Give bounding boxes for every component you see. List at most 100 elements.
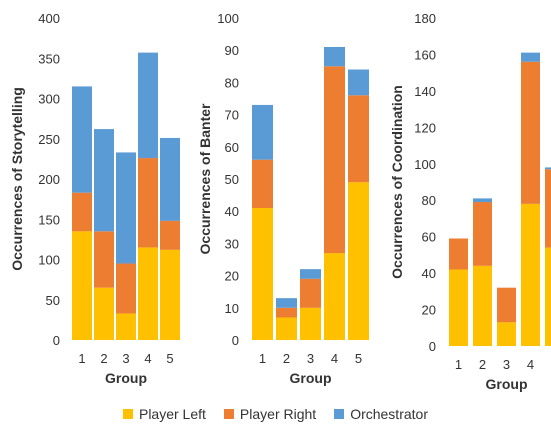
bar-player-left-group-2 — [276, 317, 297, 340]
x-tick-label: 1 — [455, 357, 462, 372]
bar-player-right-group-4 — [138, 158, 158, 248]
y-tick-label: 20 — [422, 303, 436, 318]
y-tick-label: 30 — [225, 236, 239, 251]
x-tick-label: 3 — [503, 357, 510, 372]
y-tick-label: 200 — [38, 172, 60, 187]
x-tick-label: 2 — [100, 351, 107, 366]
x-tick-label: 5 — [355, 351, 362, 366]
bar-player-left-group-4 — [138, 247, 158, 340]
y-tick-label: 400 — [38, 11, 60, 26]
y-tick-label: 60 — [225, 140, 239, 155]
bar-player-left-group-4 — [324, 253, 345, 340]
y-tick-label: 140 — [414, 84, 436, 99]
y-tick-label: 20 — [225, 269, 239, 284]
y-axis-title: Occurrences of Banter — [197, 103, 213, 254]
legend-swatch-player-right — [223, 409, 234, 419]
bar-player-right-group-1 — [252, 159, 273, 208]
y-tick-label: 50 — [46, 293, 60, 308]
bar-player-left-group-2 — [94, 287, 114, 340]
bar-player-right-group-4 — [521, 61, 540, 204]
bar-player-right-group-5 — [160, 220, 180, 250]
bar-player-left-group-5 — [348, 182, 369, 340]
bar-orchestrator-group-5 — [160, 137, 180, 221]
bar-player-right-group-5 — [348, 95, 369, 183]
x-tick-label: 4 — [144, 351, 151, 366]
bar-player-right-group-3 — [300, 278, 321, 308]
bar-player-left-group-3 — [116, 313, 136, 340]
legend-label: Player Left — [138, 406, 206, 422]
bar-player-left-group-1 — [252, 207, 273, 340]
y-tick-label: 100 — [414, 157, 436, 172]
bar-player-right-group-2 — [276, 307, 297, 318]
x-tick-label: 1 — [259, 351, 266, 366]
bar-player-right-group-2 — [473, 202, 492, 266]
y-tick-label: 80 — [422, 193, 436, 208]
legend-label: Orchestrator — [350, 406, 428, 422]
bar-player-right-group-1 — [449, 238, 468, 270]
bar-player-right-group-3 — [116, 263, 136, 314]
bar-player-left-group-3 — [300, 307, 321, 340]
bar-player-left-group-5 — [545, 247, 551, 346]
y-tick-label: 350 — [38, 51, 60, 66]
y-tick-label: 0 — [429, 339, 436, 354]
bar-orchestrator-group-4 — [521, 52, 540, 62]
bar-player-right-group-4 — [324, 66, 345, 254]
y-tick-label: 100 — [38, 253, 60, 268]
bar-orchestrator-group-2 — [473, 198, 492, 203]
bar-player-right-group-1 — [72, 192, 92, 232]
x-tick-label: 2 — [283, 351, 290, 366]
y-tick-label: 150 — [38, 212, 60, 227]
bar-player-right-group-3 — [497, 287, 516, 323]
storytelling-chart: 0 50 100 150 200 250 300 350 400 1 2 3 4 5 Group Occurr… — [9, 11, 180, 386]
bar-player-left-group-1 — [72, 231, 92, 340]
y-tick-label: 90 — [225, 43, 239, 58]
legend-label: Player Right — [239, 406, 317, 422]
bar-player-left-group-4 — [521, 203, 540, 346]
y-axis-title: Occurrences of Coordination — [389, 85, 405, 279]
bar-player-right-group-2 — [94, 231, 114, 288]
banter-chart: 0 10 20 30 40 50 60 70 80 90 100 1 2 3 4 5 Group Occurren… — [197, 11, 369, 386]
x-axis-title: Group — [290, 370, 332, 386]
y-axis-title: Occurrences of Storytelling — [9, 87, 25, 271]
legend-swatch-player-left — [122, 409, 133, 419]
bar-orchestrator-group-4 — [138, 52, 158, 159]
bar-orchestrator-group-1 — [72, 86, 92, 193]
y-tick-label: 80 — [225, 75, 239, 90]
y-tick-label: 300 — [38, 92, 60, 107]
bar-orchestrator-group-3 — [116, 152, 136, 264]
bar-orchestrator-group-5 — [545, 167, 551, 170]
bar-orchestrator-group-1 — [252, 104, 273, 160]
x-tick-label: 2 — [479, 357, 486, 372]
bar-orchestrator-group-4 — [324, 46, 345, 67]
x-tick-label: 5 — [166, 351, 173, 366]
y-tick-label: 180 — [414, 11, 436, 26]
bar-orchestrator-group-2 — [94, 129, 114, 232]
bar-orchestrator-group-3 — [300, 269, 321, 279]
x-tick-label: 3 — [122, 351, 129, 366]
y-tick-label: 250 — [38, 132, 60, 147]
y-tick-label: 0 — [53, 333, 60, 348]
bar-player-left-group-5 — [160, 249, 180, 340]
legend-item-player-left: Player Left — [122, 406, 206, 422]
bar-player-left-group-2 — [473, 265, 492, 346]
legend: Player Left Player Right Orchestrator — [0, 404, 551, 424]
y-tick-label: 120 — [414, 120, 436, 135]
legend-item-orchestrator: Orchestrator — [334, 406, 428, 422]
y-tick-label: 40 — [422, 266, 436, 281]
x-tick-label: 3 — [307, 351, 314, 366]
y-tick-label: 100 — [217, 11, 239, 26]
y-tick-label: 0 — [232, 333, 239, 348]
x-axis-title: Group — [105, 370, 147, 386]
bar-player-right-group-5 — [545, 169, 551, 248]
y-tick-label: 70 — [225, 108, 239, 123]
bar-orchestrator-group-5 — [348, 69, 369, 96]
y-tick-label: 160 — [414, 47, 436, 62]
bar-player-left-group-3 — [497, 322, 516, 346]
x-tick-label: 4 — [331, 351, 338, 366]
x-tick-label: 1 — [78, 351, 85, 366]
x-axis-title: Group — [486, 376, 528, 392]
coordination-chart: 02040608010012014016018012345GroupOccurr… — [389, 11, 551, 392]
x-tick-label: 4 — [527, 357, 534, 372]
y-tick-label: 40 — [225, 204, 239, 219]
